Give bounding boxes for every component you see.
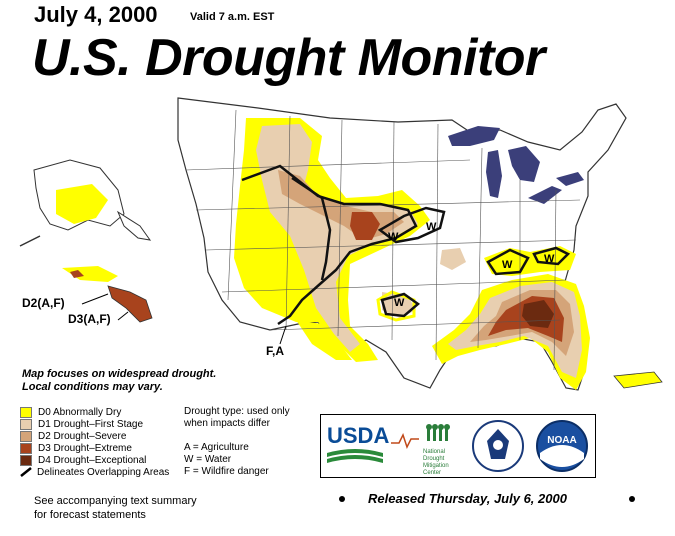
legend-label: Delineates Overlapping Areas bbox=[37, 466, 170, 478]
impact-w-5: W bbox=[394, 297, 405, 309]
ndmc-line: Mitigation bbox=[423, 463, 449, 469]
legend-label: D0 Abnormally Dry bbox=[38, 406, 122, 418]
alaska-panhandle bbox=[116, 210, 152, 241]
type-water: W = Water bbox=[184, 454, 232, 465]
legend-swatch bbox=[20, 430, 32, 442]
ndmc-line: Center bbox=[423, 470, 442, 476]
d0-missouri bbox=[440, 248, 466, 270]
d0-ohio-valley bbox=[484, 246, 576, 276]
ndmc-line: National bbox=[423, 449, 446, 455]
impact-w-3: W bbox=[502, 259, 513, 271]
page-title: U.S. Drought Monitor bbox=[32, 29, 545, 87]
doc-seal-icon bbox=[472, 420, 524, 472]
legend-label: D4 Drought–Exceptional bbox=[38, 454, 147, 466]
legend-item-delineation: Delineates Overlapping Areas bbox=[20, 466, 169, 478]
summary-note: See accompanying text summary for foreca… bbox=[34, 494, 197, 522]
map-note-line2: Local conditions may vary. bbox=[22, 381, 163, 393]
legend-item-d0: D0 Abnormally Dry bbox=[20, 406, 169, 418]
delineation-line-icon bbox=[20, 467, 32, 477]
legend-label: D3 Drought–Extreme bbox=[38, 442, 132, 454]
types-line2: when impacts differ bbox=[184, 418, 270, 429]
lake-michigan bbox=[486, 150, 502, 198]
valid-time: Valid 7 a.m. EST bbox=[190, 11, 275, 23]
usda-logo-text: USDA bbox=[327, 423, 390, 448]
legend-swatch bbox=[20, 454, 32, 466]
usda-logo: USDA bbox=[327, 423, 390, 469]
ndmc-wave-icon bbox=[391, 424, 450, 449]
legend-label: D2 Drought–Severe bbox=[38, 430, 127, 442]
aleutians bbox=[19, 235, 41, 247]
d0-arizona bbox=[296, 320, 352, 360]
impact-w-1: W bbox=[388, 231, 399, 243]
ndmc-line: Drought bbox=[423, 456, 445, 462]
legend-swatch bbox=[20, 442, 32, 454]
ndmc-logo-text: National Drought Mitigation Center bbox=[423, 449, 449, 477]
noaa-logo-text: NOAA bbox=[547, 435, 576, 446]
map-date: July 4, 2000 bbox=[34, 2, 158, 27]
southwest-impact-label: F,A bbox=[266, 344, 284, 358]
legend-swatch bbox=[20, 418, 32, 430]
alaska-d0 bbox=[56, 184, 108, 224]
legend-item-d4: D4 Drought–Exceptional bbox=[20, 454, 169, 466]
ndmc-logo: National Drought Mitigation Center bbox=[389, 421, 463, 476]
d3-west bbox=[350, 212, 380, 240]
legend: D0 Abnormally Dry D1 Drought–First Stage… bbox=[20, 406, 169, 478]
lake-erie bbox=[528, 186, 562, 204]
fa-pointer bbox=[279, 325, 287, 345]
type-wildfire: F = Wildfire danger bbox=[184, 466, 269, 477]
release-date: Released Thursday, July 6, 2000 bbox=[368, 491, 567, 506]
delineation-lines bbox=[241, 164, 571, 326]
legend-label: D1 Drought–First Stage bbox=[38, 418, 144, 430]
map-note-line1: Map focuses on widespread drought. bbox=[22, 368, 217, 380]
drought-types: Drought type: used only when impacts dif… bbox=[184, 406, 290, 478]
legend-item-d1: D1 Drought–First Stage bbox=[20, 418, 169, 430]
impact-w-4: W bbox=[544, 253, 555, 265]
legend-item-d3: D3 Drought–Extreme bbox=[20, 442, 169, 454]
state-lines bbox=[185, 109, 581, 371]
lake-huron bbox=[508, 146, 540, 182]
map-note: Map focuses on widespread drought. Local… bbox=[22, 368, 216, 394]
hawaii-d3-label: D3(A,F) bbox=[68, 312, 111, 326]
legend-item-d2: D2 Drought–Severe bbox=[20, 430, 169, 442]
legend-swatch bbox=[20, 406, 32, 418]
puerto-rico bbox=[613, 371, 663, 389]
lake-superior bbox=[448, 126, 500, 146]
summary-note-line2: for forecast statements bbox=[34, 509, 146, 521]
noaa-logo-icon: NOAA bbox=[536, 420, 588, 472]
bullet-left bbox=[339, 496, 345, 502]
agency-logos: USDA National Drought Mitigation Center … bbox=[320, 414, 596, 478]
impact-w-2: W bbox=[426, 221, 437, 233]
impact-labels: W W W W W bbox=[388, 221, 555, 309]
hawaii-islets bbox=[70, 270, 84, 278]
summary-note-line1: See accompanying text summary bbox=[34, 495, 197, 507]
type-agriculture: A = Agriculture bbox=[184, 442, 249, 453]
hawaii-main bbox=[107, 285, 153, 323]
usda-hills-icon bbox=[327, 449, 383, 463]
hawaii-d2-label: D2(A,F) bbox=[22, 296, 65, 310]
hawaii-pointer-d2 bbox=[81, 293, 109, 305]
types-line1: Drought type: used only bbox=[184, 406, 290, 417]
hawaii-pointer-d3 bbox=[117, 311, 129, 321]
lake-ontario bbox=[556, 172, 584, 186]
d0-texas bbox=[376, 290, 416, 322]
bullet-right bbox=[629, 496, 635, 502]
hawaii-d0 bbox=[62, 266, 118, 282]
